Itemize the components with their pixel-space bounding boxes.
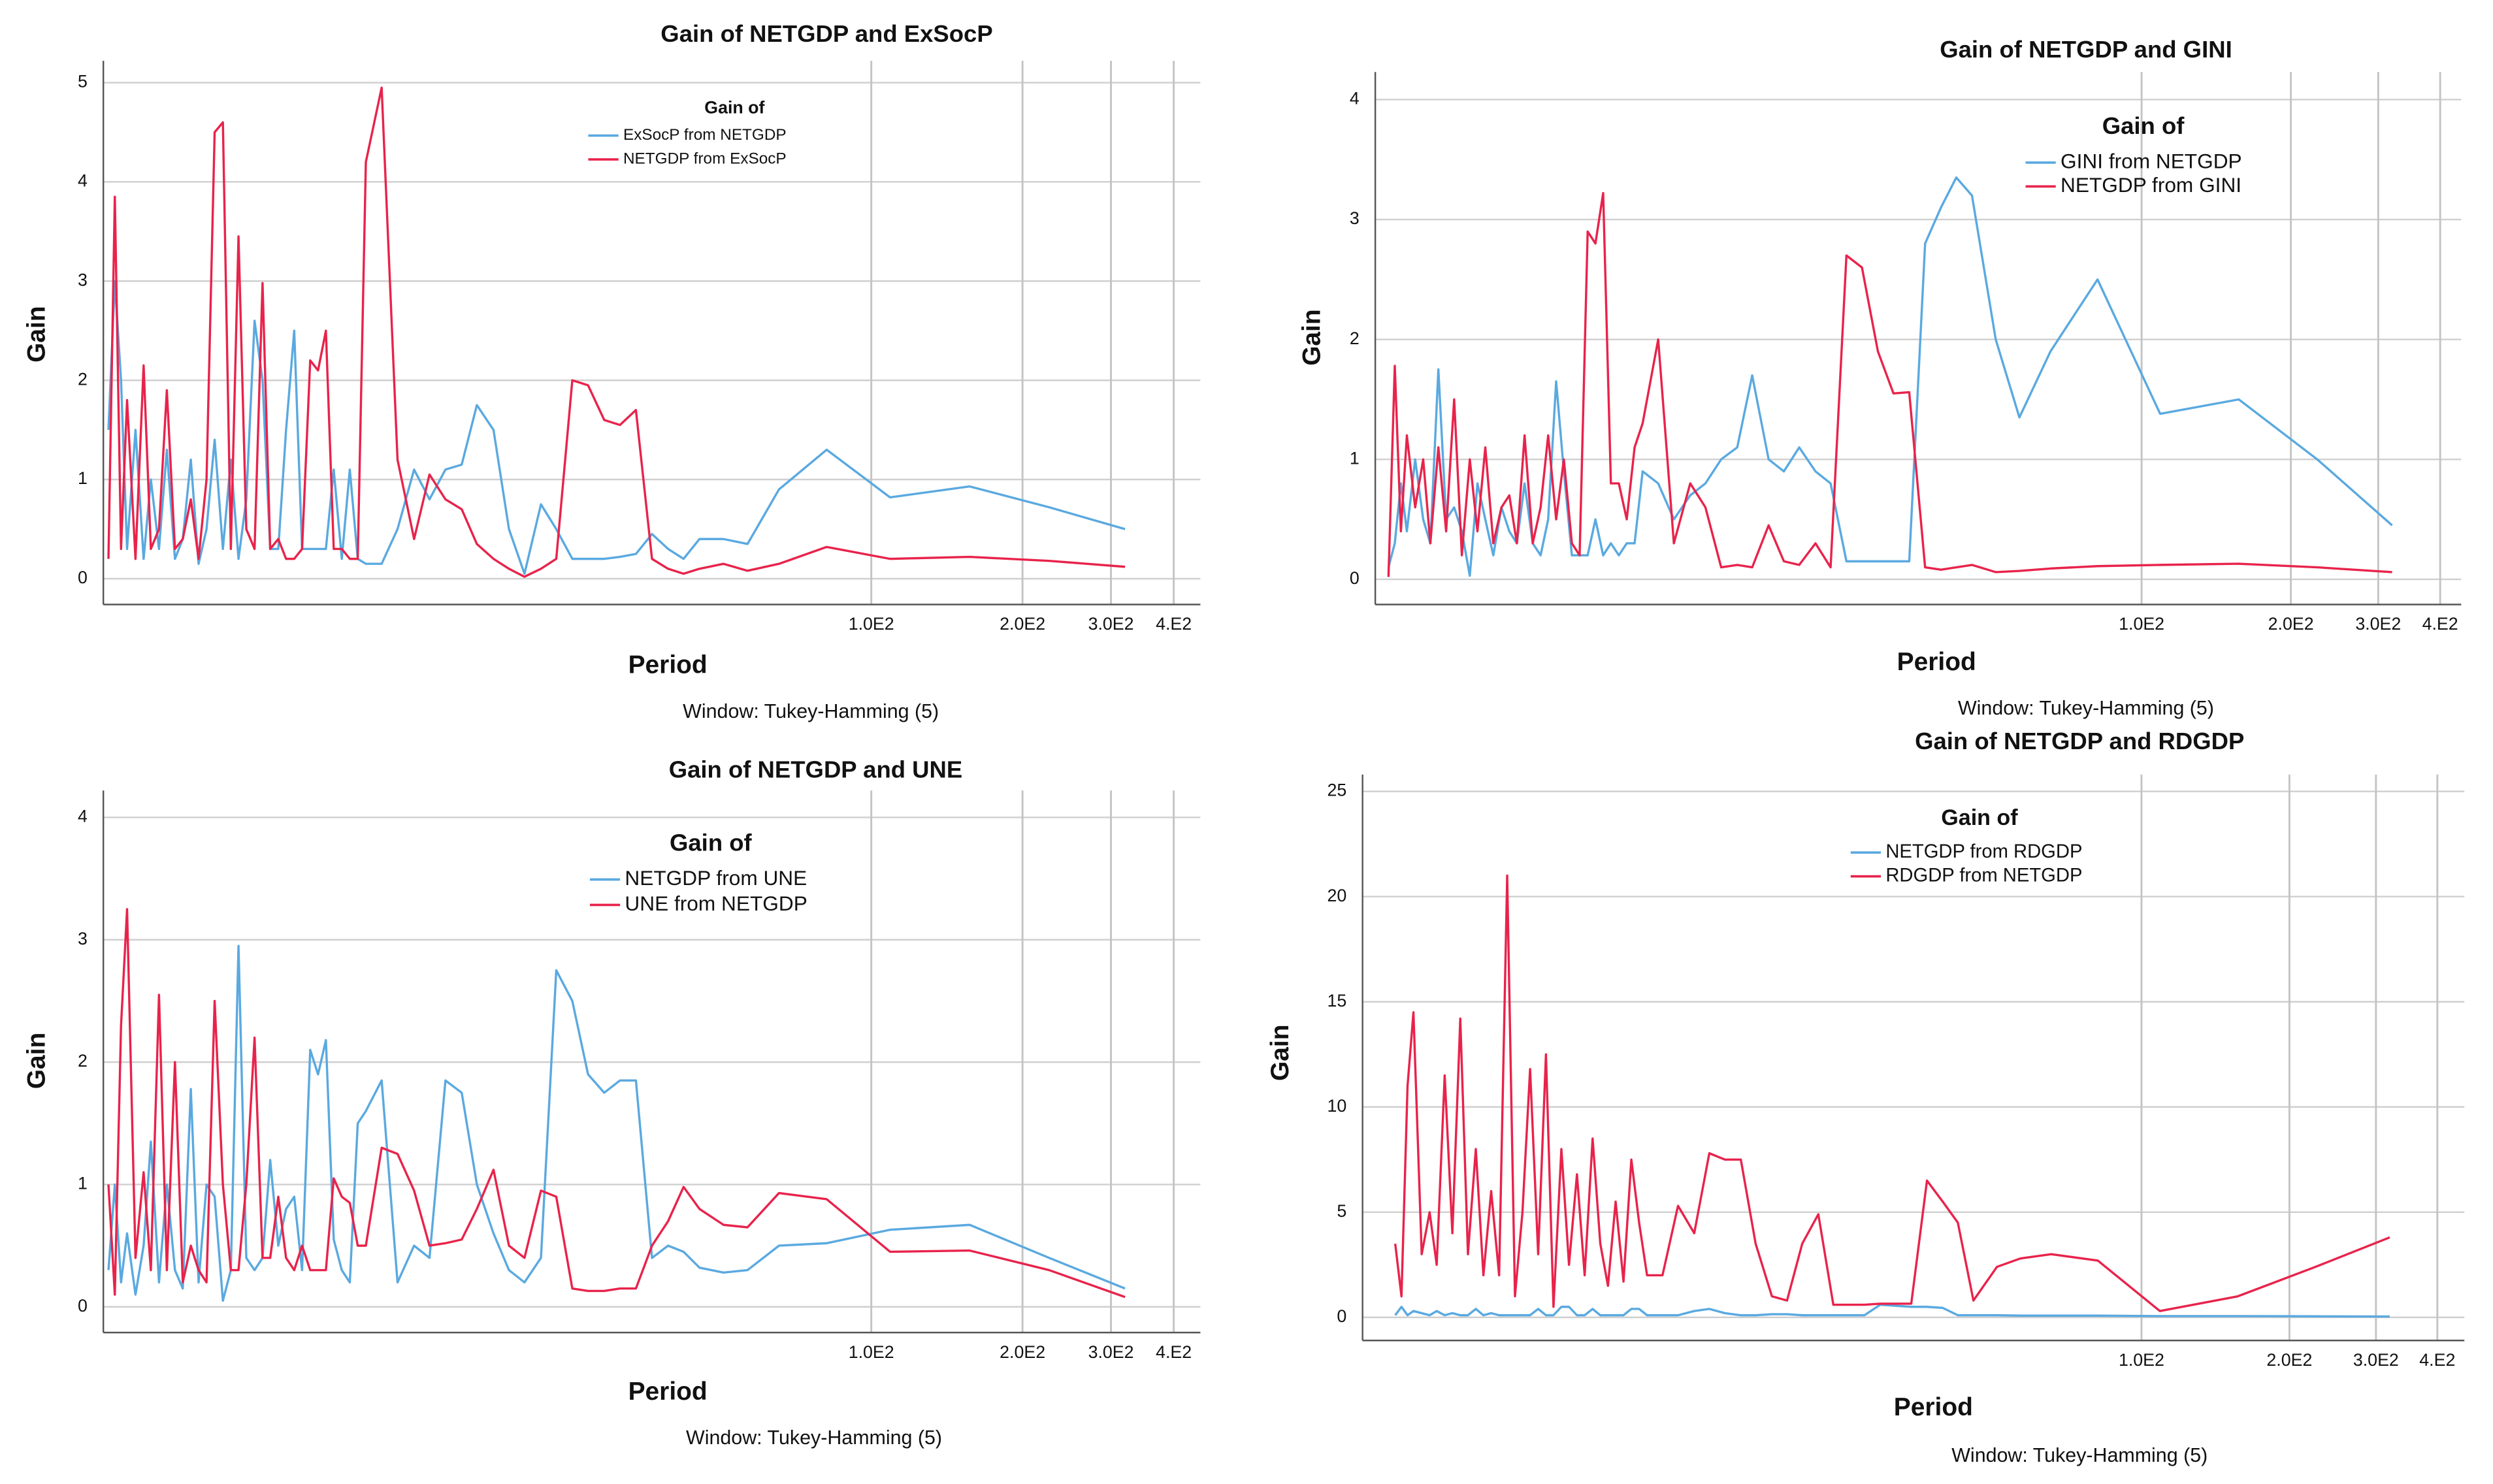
legend-label: GINI from NETGDP (2061, 149, 2242, 172)
panel: 0 5 10 15 20 25 1.0E2 2.0E2 3.0E2 4.E2 NETGDP from… (1266, 728, 2465, 1466)
panel: 0 1 2 3 4 1.0E2 2.0E2 3.0E2 4.E2 NETGDP from UNEU… (23, 756, 1201, 1449)
series-line (107, 908, 1126, 1298)
window-note: Window: Tukey-Hamming (5) (683, 700, 939, 722)
x-tick-label: 2.0E2 (2268, 614, 2314, 634)
y-tick-label: 10 (1328, 1096, 1347, 1116)
series-line (1393, 874, 2390, 1312)
legend-label: ExSocP from NETGDP (623, 126, 787, 144)
y-tick-label: 2 (78, 369, 88, 389)
series-line (1387, 191, 2392, 577)
legend-label: NETGDP from GINI (2061, 173, 2241, 197)
y-axis-label: Gain (23, 306, 51, 363)
y-tick-label: 4 (1350, 89, 1360, 108)
x-axis-label: Period (628, 651, 708, 679)
legend-label: RDGDP from NETGDP (1885, 865, 2082, 886)
x-tick-label: 2.0E2 (1000, 614, 1045, 634)
series-line (1394, 1303, 2390, 1318)
y-tick-label: 1 (78, 1174, 88, 1193)
x-tick-label: 3.0E2 (2353, 1350, 2399, 1370)
legend-title: Gain of (704, 97, 764, 117)
y-tick-label: 5 (78, 72, 88, 91)
y-tick-label: 3 (78, 929, 88, 948)
y-tick-label: 4 (78, 171, 88, 191)
x-axis-label: Period (628, 1378, 708, 1406)
x-tick-label: 1.0E2 (849, 614, 894, 634)
series-line (107, 944, 1126, 1302)
x-tick-label: 2.0E2 (1000, 1342, 1045, 1362)
y-tick-label: 2 (78, 1051, 88, 1071)
series-line (107, 86, 1126, 578)
chart-title: Gain of NETGDP and GINI (1940, 36, 2232, 63)
y-tick-label: 3 (78, 270, 88, 289)
x-tick-label: 4.E2 (1156, 614, 1192, 634)
legend-title: Gain of (2102, 112, 2185, 139)
y-tick-label: 1 (1350, 448, 1360, 468)
y-tick-label: 0 (78, 1296, 88, 1315)
series-line (1387, 176, 2393, 577)
panel: 0 1 2 3 4 5 1.0E2 2.0E2 3.0E2 4.E2 ExSocP from NET… (23, 20, 1201, 722)
series-line (107, 280, 1126, 575)
x-tick-label: 1.0E2 (2119, 1350, 2164, 1370)
y-tick-label: 3 (1350, 208, 1360, 228)
chart-title: Gain of NETGDP and UNE (669, 756, 963, 783)
chart-title: Gain of NETGDP and RDGDP (1915, 728, 2244, 754)
panel: 0 1 2 3 4 1.0E2 2.0E2 3.0E2 4.E2 GINI from NETGDP… (1297, 36, 2462, 719)
legend-label: NETGDP from RDGDP (1885, 841, 2082, 862)
legend-label: NETGDP from ExSocP (623, 150, 787, 167)
x-tick-label: 4.E2 (2422, 614, 2458, 634)
y-tick-label: 0 (78, 568, 88, 587)
x-tick-label: 3.0E2 (1088, 614, 1134, 634)
y-tick-label: 15 (1328, 991, 1347, 1010)
y-tick-label: 0 (1350, 568, 1360, 588)
y-axis-label: Gain (1266, 1025, 1294, 1082)
x-tick-label: 3.0E2 (1088, 1342, 1134, 1362)
chart-title: Gain of NETGDP and ExSocP (660, 20, 992, 47)
y-tick-label: 5 (1337, 1201, 1346, 1221)
y-axis-label: Gain (1297, 309, 1326, 366)
y-axis-label: Gain (23, 1033, 51, 1089)
y-tick-label: 4 (78, 807, 88, 826)
window-note: Window: Tukey-Hamming (5) (1951, 1444, 2208, 1466)
legend-title: Gain of (1941, 805, 2018, 830)
x-tick-label: 2.0E2 (2266, 1350, 2312, 1370)
x-tick-label: 4.E2 (1156, 1342, 1192, 1362)
legend-label: UNE from NETGDP (625, 892, 807, 915)
x-tick-label: 3.0E2 (2355, 614, 2401, 634)
x-axis-label: Period (1894, 1393, 1973, 1421)
x-tick-label: 1.0E2 (849, 1342, 894, 1362)
x-tick-label: 1.0E2 (2119, 614, 2164, 634)
legend-label: NETGDP from UNE (625, 866, 807, 890)
x-tick-label: 4.E2 (2419, 1350, 2455, 1370)
y-tick-label: 25 (1328, 781, 1347, 800)
y-tick-label: 2 (1350, 329, 1360, 348)
x-axis-label: Period (1897, 648, 1976, 676)
y-tick-label: 0 (1337, 1306, 1346, 1326)
legend-title: Gain of (670, 830, 753, 856)
y-tick-label: 1 (78, 468, 88, 488)
window-note: Window: Tukey-Hamming (5) (1958, 697, 2214, 719)
y-tick-label: 20 (1328, 886, 1347, 905)
window-note: Window: Tukey-Hamming (5) (686, 1427, 942, 1449)
